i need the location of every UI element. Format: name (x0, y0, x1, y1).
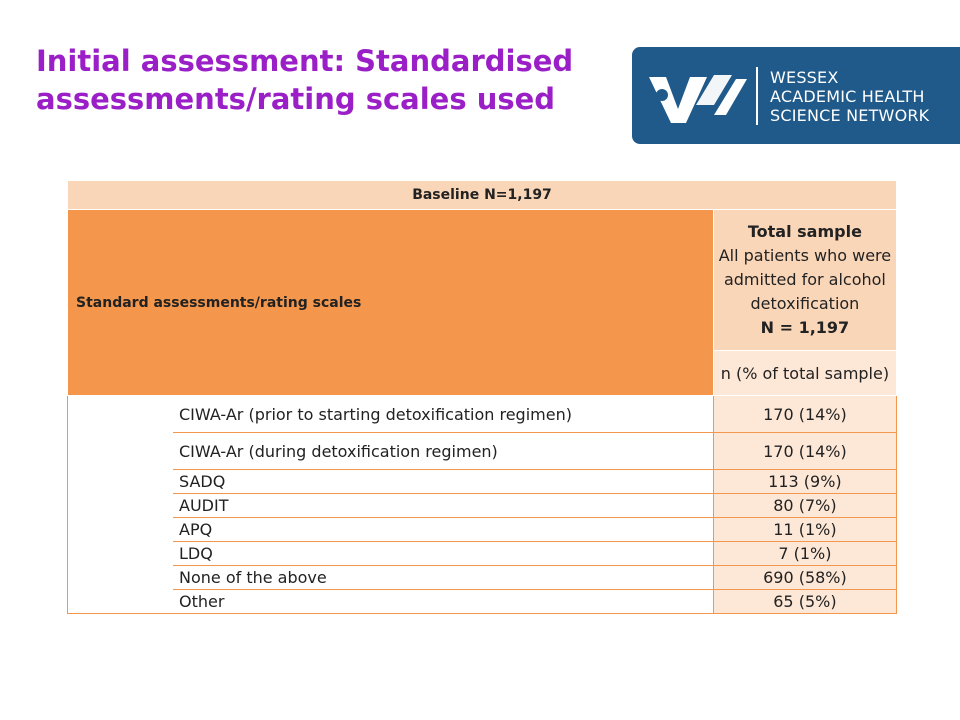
row-value: 690 (58%) (712, 565, 898, 590)
title-line-1: Initial assessment: Standardised (36, 44, 574, 78)
logo-line-3: SCIENCE NETWORK (770, 106, 930, 125)
row-label: CIWA-Ar (during detoxification regimen) (172, 432, 714, 470)
logo-divider (756, 67, 758, 125)
row-label: AUDIT (172, 493, 714, 518)
row-label: SADQ (172, 469, 714, 494)
table-row: APQ 11 (1%) (68, 517, 898, 542)
row-value: 11 (1%) (712, 517, 898, 542)
n-percent-subheader: n (% of total sample) (712, 350, 898, 396)
logo-text: WESSEX ACADEMIC HEALTH SCIENCE NETWORK (770, 68, 929, 125)
table-row: Other 65 (5%) (68, 589, 898, 614)
slide-title: Initial assessment: Standardised assessm… (36, 42, 636, 118)
row-label: Other (172, 589, 714, 614)
row-label: APQ (172, 517, 714, 542)
blank-cell (67, 395, 173, 614)
total-sample-header: Total sample All patients who were admit… (712, 209, 898, 351)
baseline-header: Baseline N=1,197 (67, 180, 897, 210)
title-line-2: assessments/rating scales used (36, 82, 556, 116)
row-label: LDQ (172, 541, 714, 566)
row-value: 7 (1%) (712, 541, 898, 566)
row-value: 113 (9%) (712, 469, 898, 494)
row-label: CIWA-Ar (prior to starting detoxificatio… (172, 395, 714, 433)
table-row: CIWA-Ar (during detoxification regimen) … (68, 432, 898, 470)
table-row: SADQ 113 (9%) (68, 469, 898, 494)
total-sample-title: Total sample (747, 222, 862, 241)
row-value: 170 (14%) (712, 432, 898, 470)
table-row: CIWA-Ar (prior to starting detoxificatio… (67, 395, 898, 614)
row-label: None of the above (172, 565, 714, 590)
total-sample-desc-3: detoxification (750, 294, 860, 313)
row-value: 80 (7%) (712, 493, 898, 518)
logo-line-1: WESSEX (770, 68, 839, 87)
wessex-ahsn-logo: WESSEX ACADEMIC HEALTH SCIENCE NETWORK (632, 47, 960, 144)
row-value: 65 (5%) (712, 589, 898, 614)
row-header-cell: Standard assessments/rating scales (67, 209, 714, 396)
total-sample-desc-1: All patients who were (718, 246, 892, 265)
logo-line-2: ACADEMIC HEALTH (770, 87, 925, 106)
assessments-table: Baseline N=1,197 Standard assessments/ra… (67, 180, 898, 614)
table-row: None of the above 690 (58%) (68, 565, 898, 590)
total-sample-desc-2: admitted for alcohol (723, 270, 886, 289)
row-value: 170 (14%) (712, 395, 898, 433)
wessex-logo-mark-icon (649, 75, 747, 123)
table-row: AUDIT 80 (7%) (68, 493, 898, 518)
table-row: LDQ 7 (1%) (68, 541, 898, 566)
total-sample-n: N = 1,197 (760, 318, 850, 337)
